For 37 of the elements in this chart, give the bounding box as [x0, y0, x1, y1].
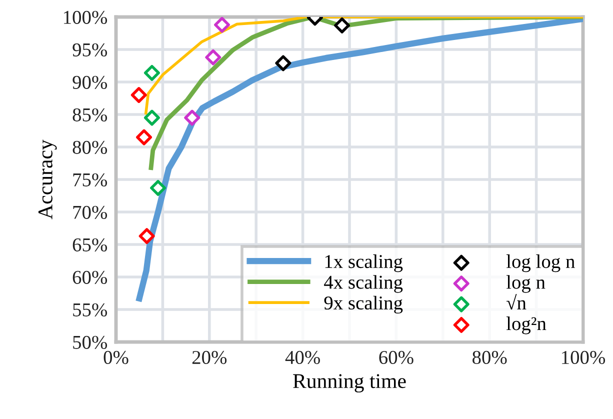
legend-label: √n	[506, 294, 526, 310]
legend-label: 9x scaling	[324, 296, 403, 314]
x-axis-title: Running time	[293, 374, 406, 392]
y-axis-title: Accuracy	[38, 140, 57, 220]
y-tick-label: 65%	[72, 238, 108, 252]
y-tick-label: 50%	[73, 336, 108, 349]
x-tick-label: 100%	[562, 350, 606, 364]
legend-label: log log n	[506, 254, 575, 272]
y-tick-label: 100%	[64, 10, 108, 24]
y-tick-label: 85%	[72, 108, 108, 122]
x-tick-label: 0%	[104, 350, 128, 364]
y-tick-label: 60%	[72, 270, 108, 284]
y-tick-label: 55%	[73, 303, 108, 316]
y-tick-label: 70%	[73, 206, 108, 219]
point	[130, 87, 147, 103]
x-tick-label: 60%	[379, 350, 414, 364]
x-tick-label: 40%	[285, 350, 320, 364]
point	[205, 49, 222, 66]
point	[138, 228, 155, 244]
legend-label: log n	[506, 275, 546, 293]
point	[144, 110, 160, 126]
point	[275, 55, 292, 72]
x-tick-label: 80%	[472, 350, 507, 364]
y-tick-label: 80%	[72, 140, 108, 154]
point	[184, 110, 200, 126]
point	[144, 64, 160, 81]
legend-label: 1x scaling	[325, 254, 403, 272]
y-tick-label: 90%	[72, 76, 108, 89]
y-tick-label: 95%	[72, 43, 108, 56]
legend-label: 4x scaling	[324, 275, 403, 293]
x-tick-label: 20%	[192, 350, 227, 364]
legend-label: log²n	[506, 316, 546, 334]
point	[214, 17, 230, 33]
point	[150, 180, 166, 196]
point	[334, 17, 350, 34]
point	[136, 129, 152, 146]
y-tick-label: 75%	[73, 173, 108, 186]
